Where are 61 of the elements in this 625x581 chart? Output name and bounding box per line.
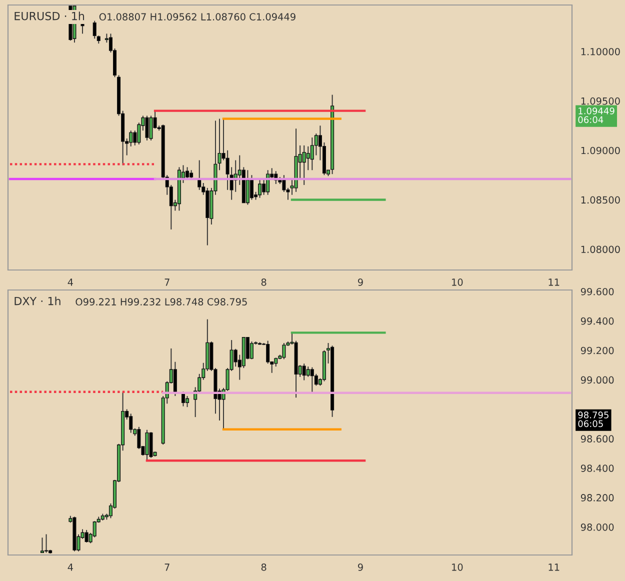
- candlestick: [314, 133, 318, 156]
- candlestick: [258, 180, 262, 198]
- x-tick-label: 10: [452, 564, 463, 571]
- candlestick: [266, 340, 270, 364]
- x-tick-label: 4: [68, 278, 73, 286]
- y-tick-label: 1.09000: [581, 146, 620, 154]
- y-tick-label: 99.200: [580, 346, 614, 354]
- candlestick: [310, 366, 314, 394]
- x-tick-label: 9: [358, 278, 363, 286]
- x-tick-label: 11: [548, 278, 560, 286]
- x-tick-label: 9: [358, 564, 363, 571]
- candlestick: [186, 396, 190, 408]
- candlestick: [186, 166, 190, 181]
- candlestick: [44, 534, 48, 554]
- candlestick: [84, 529, 88, 543]
- candlestick: [145, 115, 149, 141]
- x-tick-label: 7: [164, 278, 170, 286]
- candlestick: [250, 174, 254, 200]
- candlestick: [145, 429, 149, 462]
- text: O1.08807 H1.09562 L1.08760 C1.09449: [99, 13, 296, 20]
- candlestick: [92, 20, 96, 40]
- candlestick: [314, 373, 318, 386]
- text: 1.09449 06:04: [578, 108, 614, 124]
- x-tick-label: 8: [261, 564, 266, 571]
- y-tick-label: 98.200: [580, 494, 614, 502]
- candlestick: [250, 341, 254, 360]
- text: 98.795 06:05: [578, 412, 608, 428]
- y-tick-label: 1.08500: [581, 196, 620, 204]
- candlestick: [306, 146, 310, 171]
- candlestick: [149, 432, 153, 458]
- y-tick-label: 1.10000: [581, 48, 620, 56]
- candlestick: [40, 537, 44, 554]
- candlestick: [266, 170, 270, 196]
- candlestick: [92, 520, 96, 538]
- y-tick-label: 98.000: [580, 524, 614, 531]
- y-tick-label: 98.600: [580, 435, 614, 443]
- candlestick: [181, 391, 186, 407]
- y-tick-label: 99.600: [580, 288, 614, 296]
- x-tick-label: 4: [68, 564, 73, 571]
- y-tick-label: 1.09500: [581, 97, 620, 105]
- chart-title: EURUSD · 1h: [14, 12, 84, 20]
- x-tick-label: 11: [548, 564, 560, 571]
- text: O99.221 H99.232 L98.748 C98.795: [76, 298, 247, 306]
- y-tick-label: 1.08000: [581, 246, 620, 254]
- y-tick-label: 98.400: [580, 464, 614, 472]
- candlestick: [302, 144, 306, 186]
- x-tick-label: 10: [452, 278, 463, 286]
- candlestick: [282, 342, 286, 360]
- candlestick: [149, 115, 153, 141]
- candlestick: [310, 137, 314, 171]
- candlestick: [282, 174, 286, 192]
- candlestick: [306, 366, 310, 378]
- chart-title: DXY · 1h: [14, 296, 60, 306]
- x-tick-label: 8: [261, 278, 266, 286]
- candlestick: [302, 363, 306, 381]
- candlestick: [198, 160, 202, 190]
- y-tick-label: 99.000: [580, 376, 614, 384]
- candlestick: [129, 413, 133, 434]
- candlestick: [246, 170, 250, 206]
- x-tick-label: 7: [164, 564, 170, 571]
- y-tick-label: 99.400: [580, 317, 614, 325]
